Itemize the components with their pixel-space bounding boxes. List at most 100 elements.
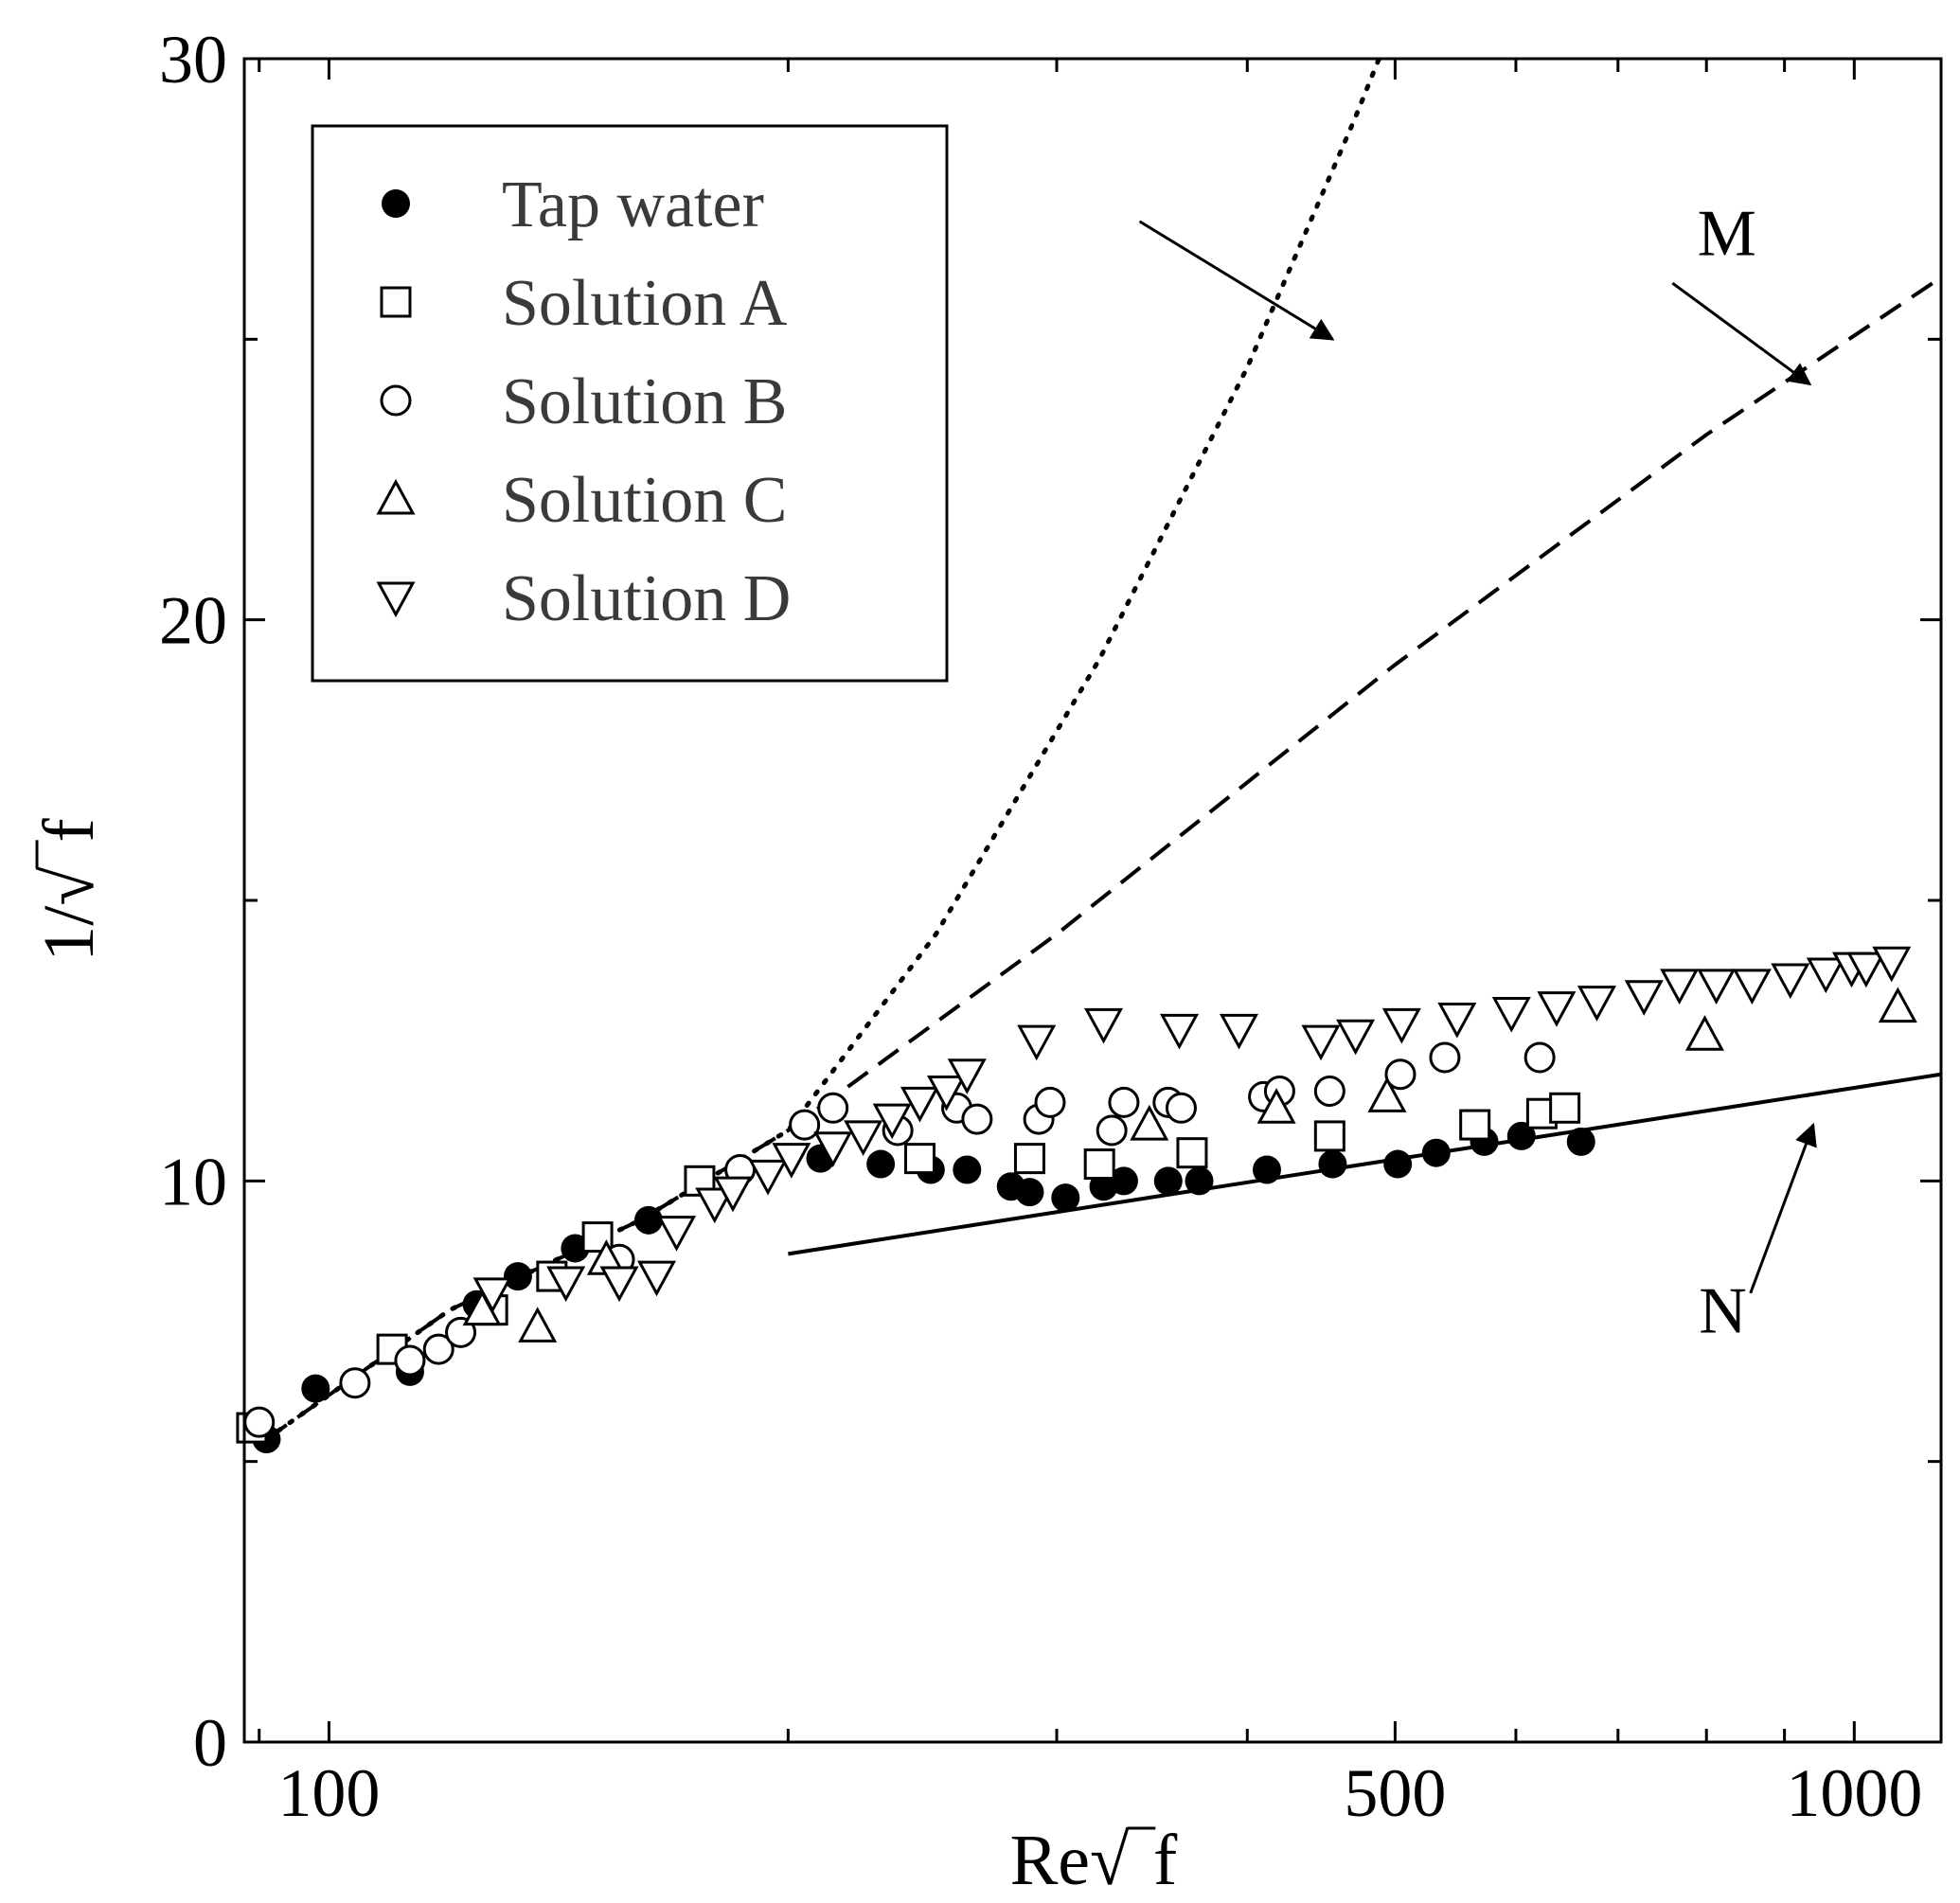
x-tick-label: 500 [1344,1755,1446,1831]
point-solution-d [900,1086,940,1123]
point-solution-d [657,1216,697,1252]
legend-label-solution-a: Solution A [502,267,788,340]
point-tap-water [1421,1138,1451,1167]
point-solution-b [817,1092,849,1124]
point-solution-d [1537,991,1577,1027]
point-solution-b [339,1367,371,1399]
legend-marker-tap-water [382,189,410,218]
point-solution-b [1523,1041,1556,1074]
point-solution-d [813,1131,853,1167]
point-solution-c [1367,1076,1407,1112]
line-M [265,276,1941,1441]
y-tick-label: 20 [159,583,227,659]
legend-label-solution-b: Solution B [502,365,787,438]
y-tick-label: 10 [159,1144,227,1219]
point-solution-d [947,1058,987,1094]
point-solution-d [1577,986,1616,1022]
point-solution-d [1491,997,1531,1033]
point-solution-b [1108,1086,1140,1118]
point-solution-d [1771,963,1810,1000]
point-tap-water [1383,1149,1413,1179]
point-solution-d [695,1187,735,1224]
legend-label-solution-c: Solution C [502,464,787,537]
point-solution-d [1624,980,1664,1016]
point-tap-water [301,1374,330,1403]
x-tick-label: 100 [277,1755,380,1831]
point-solution-d [472,1277,512,1313]
point-solution-c [518,1307,558,1343]
point-solution-d [772,1143,811,1179]
point-solution-d [1697,969,1737,1005]
legend: Tap water Solution A Solution B Solution C S… [311,124,949,683]
point-solution-b [394,1344,426,1377]
point-solution-c [1878,987,1917,1023]
point-solution-b [422,1333,454,1365]
point-solution-d [927,1076,967,1112]
y-axis-title: 1/√‾f [29,818,109,962]
line-N [788,1072,1941,1256]
point-tap-water [1109,1166,1138,1196]
legend-label-solution-d: Solution D [502,562,791,635]
point-solution-d [636,1260,677,1297]
point-solution-a [1176,1137,1208,1169]
point-solution-a [903,1143,935,1175]
point-tap-water [503,1262,532,1291]
legend-marker-solution-b [380,384,412,417]
point-solution-d [872,1103,912,1140]
point-solution-c [1684,1015,1724,1051]
point-solution-d [1660,969,1700,1005]
x-axis-title: Re√‾f [1010,1821,1178,1900]
point-solution-a [581,1221,614,1254]
point-solution-b [243,1406,276,1438]
point-solution-a [1013,1143,1045,1175]
point-solution-a [1459,1109,1491,1141]
point-solution-b [1313,1076,1345,1108]
point-solution-b [1429,1041,1461,1074]
point-solution-d [1437,1002,1477,1039]
point-tap-water [1318,1149,1347,1179]
point-solution-d [1381,1007,1421,1044]
point-solution-d [1872,946,1912,983]
annotation-arrow-M [1671,281,1812,386]
point-tap-water [1015,1178,1044,1207]
point-solution-a [1313,1120,1345,1152]
point-tap-water [1051,1183,1080,1213]
legend-box [311,124,949,683]
point-solution-a [1083,1148,1115,1181]
point-tap-water [1566,1127,1595,1156]
annotation-arrow-N [1749,1122,1817,1294]
point-solution-b [961,1103,993,1135]
legend-marker-solution-c [376,478,416,515]
legend-label-tap-water: Tap water [502,169,764,241]
point-solution-d [1301,1024,1341,1061]
point-solution-b [1034,1086,1066,1118]
point-tap-water [1252,1155,1281,1184]
annotation-arrow-L [1138,220,1335,341]
annotation-label-N: N [1699,1274,1747,1347]
y-tick-label: 30 [159,22,227,98]
point-solution-c [1130,1104,1169,1141]
legend-marker-solution-d [376,581,416,618]
x-tick-label: 1000 [1786,1755,1922,1831]
point-solution-d [1846,952,1886,988]
point-tap-water [633,1205,663,1235]
annotation-label-M: M [1698,197,1756,270]
point-solution-d [713,1176,753,1213]
point-tap-water [1153,1166,1183,1196]
point-solution-b [1384,1058,1417,1091]
point-solution-d [1084,1007,1124,1044]
legend-marker-solution-a [380,286,412,318]
point-solution-c [1256,1088,1296,1124]
point-solution-d [1806,957,1845,994]
point-solution-d [844,1120,883,1157]
point-solution-d [1017,1024,1057,1061]
point-solution-d [1159,1013,1200,1050]
point-tap-water [866,1149,896,1179]
y-tick-label: 0 [193,1705,227,1781]
point-solution-d [546,1266,586,1303]
point-solution-d [1732,969,1772,1005]
point-solution-a [1549,1092,1581,1124]
point-solution-d [748,1159,788,1196]
point-solution-d [1219,1013,1259,1050]
